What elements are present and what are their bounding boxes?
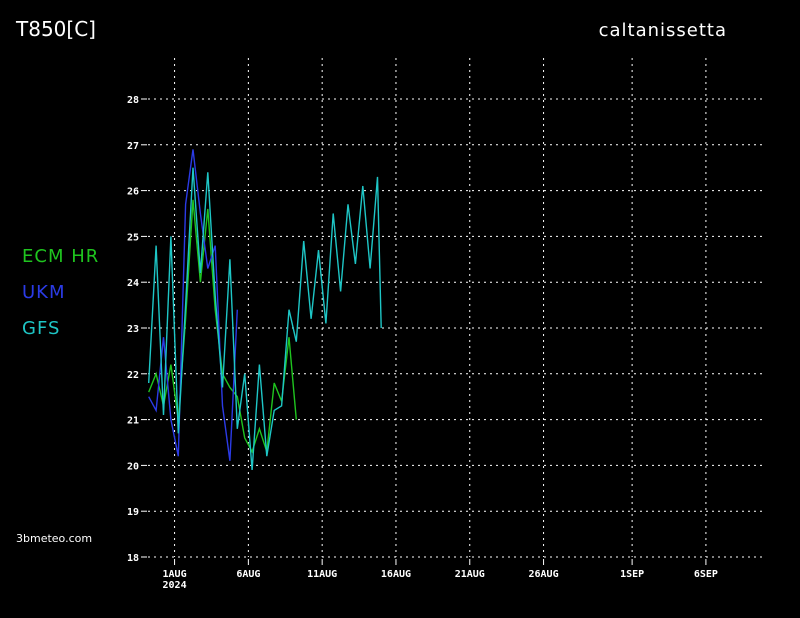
x-tick-label: 11AUG	[307, 569, 337, 580]
watermark: 3bmeteo.com	[16, 532, 92, 545]
y-tick-label: 26	[127, 187, 139, 198]
chart-subtitle: caltanissetta	[599, 20, 727, 41]
x-tick-label: 21AUG	[455, 569, 485, 580]
y-tick-label: 27	[127, 141, 139, 152]
y-tick-label: 23	[127, 324, 139, 335]
series-line	[148, 199, 297, 454]
y-tick-label: 22	[127, 370, 139, 381]
legend-entry: ECM HR	[22, 246, 99, 267]
y-tick-label: 20	[127, 461, 139, 472]
series-line	[148, 149, 238, 461]
legend-entry: GFS	[22, 318, 60, 339]
x-tick-label: 6SEP	[694, 569, 718, 580]
x-tick-label: 16AUG	[381, 569, 411, 580]
series-line	[148, 167, 382, 471]
x-tick-label: 1SEP	[620, 569, 644, 580]
y-tick-label: 21	[127, 416, 139, 427]
x-year-label: 2024	[163, 580, 187, 591]
x-tick-label: 6AUG	[236, 569, 260, 580]
y-tick-label: 25	[127, 232, 139, 243]
legend: ECM HR UKM GFS	[22, 246, 99, 339]
y-tick-label: 28	[127, 95, 139, 106]
chart-title: T850[C]	[15, 17, 96, 41]
x-tick-label: 26AUG	[529, 569, 559, 580]
y-tick-label: 18	[127, 553, 139, 564]
x-tick-label: 1AUG	[163, 569, 187, 580]
y-tick-label: 24	[127, 278, 139, 289]
legend-entry: UKM	[22, 282, 66, 303]
y-tick-label: 19	[127, 507, 139, 518]
